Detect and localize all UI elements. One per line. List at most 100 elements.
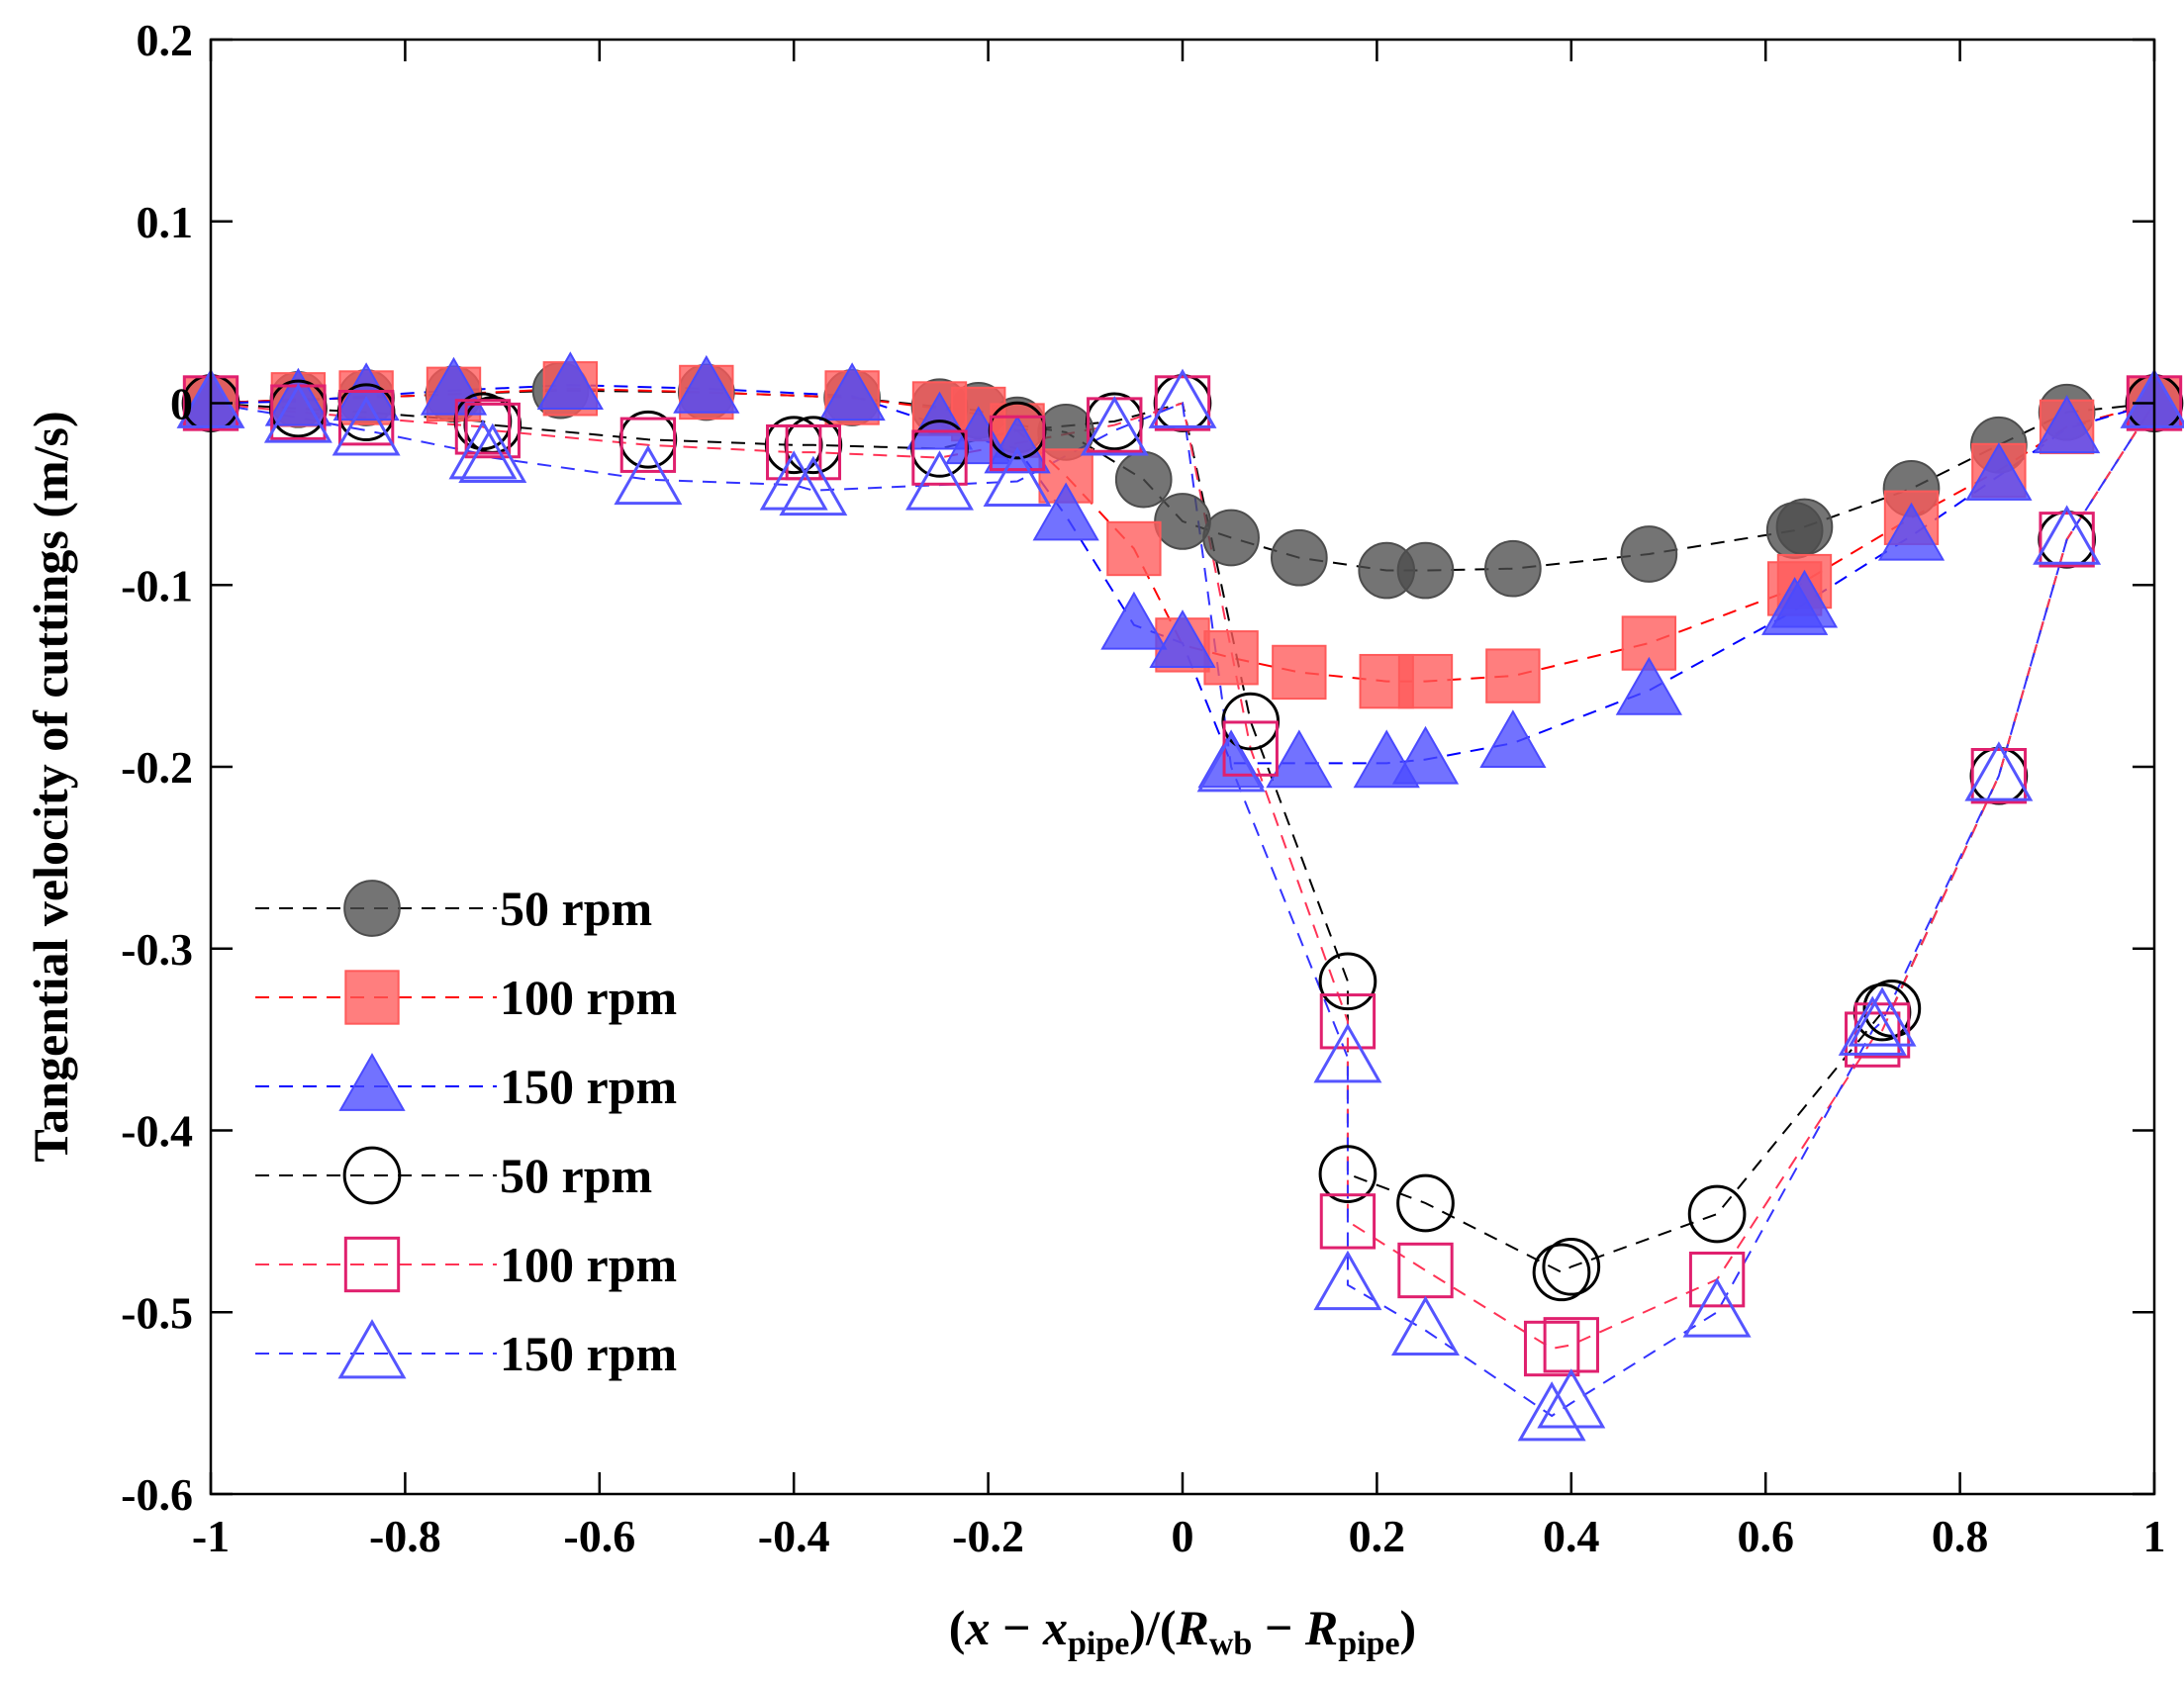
- data-point: [1197, 729, 1265, 789]
- data-point: [983, 446, 1052, 507]
- data-point: [1154, 375, 1211, 431]
- data-point: [448, 420, 518, 480]
- legend-marker: [342, 1146, 402, 1205]
- legend-label: 50 rpm: [500, 1148, 652, 1203]
- x-tick-label: 0.4: [1543, 1511, 1600, 1561]
- legend-marker: [338, 1053, 406, 1111]
- data-point: [1965, 442, 2033, 501]
- data-point: [1391, 1295, 1460, 1357]
- x-axis-label-part: pipe: [1338, 1626, 1399, 1662]
- legend-label: 150 rpm: [500, 1326, 677, 1381]
- data-point: [905, 450, 974, 511]
- data-point: [1877, 502, 1946, 561]
- data-point: [1114, 450, 1173, 509]
- x-tick-label: 1: [2143, 1511, 2166, 1561]
- data-point: [989, 415, 1046, 472]
- x-axis-label-part: R: [1304, 1600, 1338, 1655]
- data-point: [1620, 525, 1678, 583]
- data-point: [1517, 1381, 1586, 1442]
- data-point: [1148, 368, 1217, 428]
- y-tick-label: -0.2: [121, 742, 193, 793]
- data-point: [1970, 748, 2028, 804]
- data-point: [1775, 498, 1834, 556]
- data-point: [1106, 520, 1162, 577]
- y-tick-label: 0.2: [137, 15, 194, 65]
- x-axis: -1 -0.8 -0.6 -0.4 -0.2 0 0.2 0.4 0.6 0.8 1: [192, 40, 2166, 1561]
- data-point: [1862, 980, 1922, 1038]
- data-point: [1391, 725, 1460, 785]
- x-axis-label-part: wb: [1209, 1626, 1252, 1662]
- y-tick-label: 0: [170, 379, 193, 429]
- legend-entry: 50 rpm: [255, 1146, 652, 1205]
- data-point: [673, 354, 740, 414]
- data-point: [1318, 1145, 1377, 1203]
- y-tick-label: -0.5: [121, 1287, 193, 1338]
- data-point: [1271, 528, 1328, 587]
- data-point: [1845, 1011, 1901, 1068]
- data-point: [1687, 1184, 1747, 1244]
- x-axis-label-part: −: [990, 1600, 1043, 1655]
- data-point: [263, 383, 332, 443]
- data-point: [1080, 396, 1149, 456]
- x-tick-label: 0.2: [1349, 1511, 1406, 1561]
- data-point: [1479, 709, 1547, 769]
- data-point: [1485, 648, 1541, 703]
- y-tick-label: -0.6: [121, 1469, 193, 1520]
- data-point: [1964, 741, 2034, 801]
- legend-label: 100 rpm: [500, 970, 677, 1025]
- x-tick-label: -0.6: [563, 1511, 635, 1561]
- data-point: [1838, 995, 1907, 1056]
- data-point: [2039, 512, 2095, 568]
- data-point: [1770, 569, 1839, 628]
- x-axis-label-part: −: [1252, 1600, 1305, 1655]
- data-point: [911, 429, 968, 486]
- series-6-points: [176, 368, 2184, 1442]
- data-point: [1615, 656, 1682, 715]
- data-point: [332, 396, 401, 456]
- data-point: [1532, 1243, 1591, 1302]
- x-tick-label: -0.8: [369, 1511, 441, 1561]
- data-point: [337, 390, 395, 446]
- data-point: [619, 417, 677, 473]
- x-axis-label-part: )/(: [1129, 1600, 1176, 1655]
- x-axis-label: (x − xpipe)/(Rwb − Rpipe): [949, 1600, 1416, 1662]
- legend-marker: [337, 1319, 407, 1379]
- data-point: [454, 399, 512, 455]
- legend-label: 150 rpm: [500, 1059, 677, 1114]
- data-point: [984, 415, 1051, 474]
- legend: 50 rpm 100 rpm 150 rpm 50 rpm 100 rpm 150 rpm: [255, 880, 677, 1381]
- series-line-4: [210, 402, 2155, 1273]
- data-point: [1203, 630, 1259, 686]
- y-axis: 0.2 0.1 0 -0.1 -0.2 -0.3 -0.4 -0.5 -0.6: [121, 15, 2154, 1520]
- data-point: [1319, 993, 1377, 1050]
- data-point: [2033, 395, 2101, 454]
- legend-entry: 100 rpm: [255, 1236, 677, 1293]
- legend-entry: 150 rpm: [255, 1319, 677, 1381]
- legend-marker: [344, 970, 400, 1025]
- data-point: [779, 455, 848, 516]
- x-tick-label: 0.6: [1737, 1511, 1794, 1561]
- x-tick-label: -1: [192, 1511, 230, 1561]
- y-tick-label: -0.3: [121, 924, 193, 975]
- legend-entry: 100 rpm: [255, 970, 677, 1025]
- x-axis-label-part: R: [1176, 1600, 1209, 1655]
- data-point: [785, 423, 842, 481]
- data-point: [1032, 482, 1099, 541]
- x-tick-label: 0.8: [1932, 1511, 1989, 1561]
- data-point: [1313, 1250, 1382, 1311]
- data-point: [1149, 609, 1216, 668]
- data-point: [759, 450, 828, 511]
- data-point: [1202, 509, 1260, 567]
- data-point: [1154, 493, 1211, 550]
- x-axis-label-part: x: [1042, 1600, 1068, 1655]
- y-tick-label: 0.1: [137, 197, 194, 247]
- data-point: [818, 362, 886, 421]
- data-point: [1266, 729, 1333, 789]
- y-tick-label: -0.4: [121, 1106, 193, 1157]
- legend-label: 50 rpm: [500, 881, 652, 936]
- x-axis-label-part: pipe: [1068, 1626, 1129, 1662]
- legend-marker: [343, 880, 401, 937]
- data-point: [1682, 1277, 1752, 1338]
- data-point: [614, 444, 683, 506]
